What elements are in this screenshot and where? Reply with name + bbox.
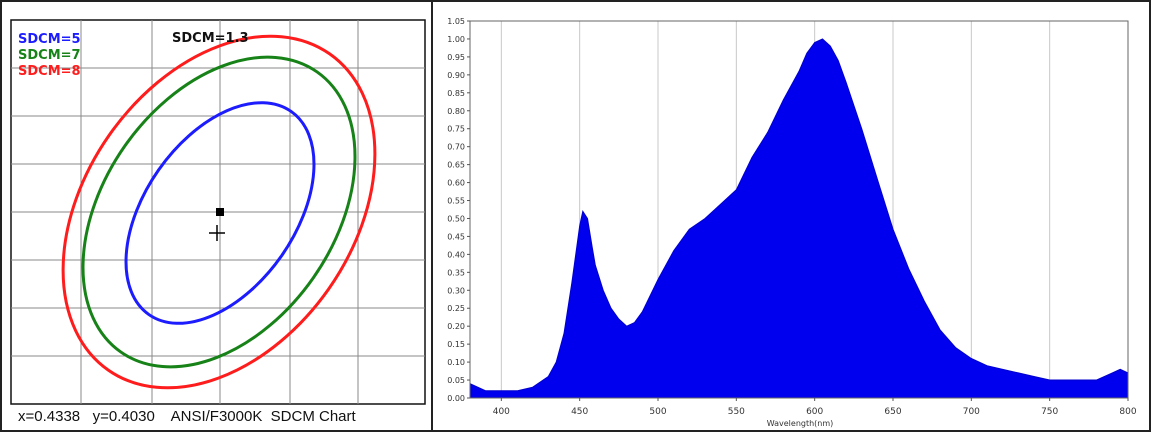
spectrum-y-tick-label: 0.20 <box>447 322 465 331</box>
spectrum-y-tick-label: 0.85 <box>447 89 465 98</box>
legend-sdcm-5: SDCM=5 <box>18 32 81 47</box>
spectrum-y-tick-label: 0.10 <box>447 358 465 367</box>
spectrum-y-tick-label: 0.55 <box>447 197 465 206</box>
spectrum-y-tick-label: 0.30 <box>447 286 465 295</box>
spectrum-x-tick-label: 600 <box>806 407 823 417</box>
spectrum-y-tick-label: 0.45 <box>447 232 465 241</box>
spectrum-y-tick-label: 0.80 <box>447 107 465 116</box>
sdcm-ellipse-3 <box>61 34 377 390</box>
spectrum-y-tick-label: 0.75 <box>447 125 465 134</box>
spectrum-x-tick-label: 500 <box>649 407 666 417</box>
spectrum-y-tick-label: 0.65 <box>447 161 465 170</box>
spectrum-x-tick-label: 650 <box>884 407 901 417</box>
spectrum-y-tick-label: 1.05 <box>447 17 465 26</box>
sdcm-ellipse-2 <box>81 55 357 369</box>
spectrum-y-tick-label: 0.95 <box>447 53 465 62</box>
spectrum-x-tick-label: 700 <box>963 407 980 417</box>
spectrum-y-tick-label: 0.60 <box>447 179 465 188</box>
sdcm-chart: SDCM=5 SDCM=7 SDCM=8 SDCM=1.3 <box>10 19 426 405</box>
spectrum-y-tick-label: 0.35 <box>447 268 465 277</box>
spectrum-y-tick-label: 1.00 <box>447 35 465 44</box>
spectrum-x-tick-label: 400 <box>493 407 510 417</box>
spectrum-x-tick-label: 750 <box>1041 407 1058 417</box>
sdcm-ellipses <box>61 34 377 390</box>
spectrum-x-tick-label: 450 <box>571 407 588 417</box>
sdcm-caption: x=0.4338 y=0.4030 ANSI/F3000K SDCM Chart <box>18 408 356 425</box>
legend-sdcm-7: SDCM=7 <box>18 48 81 63</box>
spectrum-x-axis-label: Wavelength(nm) <box>767 419 834 428</box>
spectrum-y-tick-label: 0.15 <box>447 340 465 349</box>
spectrum-area <box>469 38 1129 399</box>
measured-point-marker <box>216 208 224 216</box>
spectrum-chart: 0.00 0.05 0.10 0.15 0.20 0.25 0.30 0.35 0.40 0.45… <box>447 17 1137 428</box>
spectrum-y-tick-label: 0.00 <box>447 394 465 403</box>
spectrum-y-tick-label: 0.90 <box>447 71 465 80</box>
spectrum-x-axis: 400 450 500 550 600 650 700 750 800 <box>493 398 1137 417</box>
spectrum-y-tick-label: 0.70 <box>447 143 465 152</box>
spectrum-plot-frame <box>469 20 1129 399</box>
spectrum-x-tick-label: 800 <box>1119 407 1136 417</box>
spectrum-y-tick-label: 0.50 <box>447 214 465 223</box>
spectrum-y-tick-label: 0.05 <box>447 376 465 385</box>
spectrum-x-tick-label: 550 <box>728 407 745 417</box>
sdcm-markers <box>209 208 225 241</box>
spectrum-y-tick-label: 0.40 <box>447 250 465 259</box>
sdcm-value-label: SDCM=1.3 <box>172 31 249 46</box>
spectrum-y-axis: 0.00 0.05 0.10 0.15 0.20 0.25 0.30 0.35 0.40 0.45… <box>447 17 470 403</box>
legend-sdcm-8: SDCM=8 <box>18 64 81 79</box>
sdcm-ellipse-1 <box>124 101 316 325</box>
spectrum-y-tick-label: 0.25 <box>447 304 465 313</box>
